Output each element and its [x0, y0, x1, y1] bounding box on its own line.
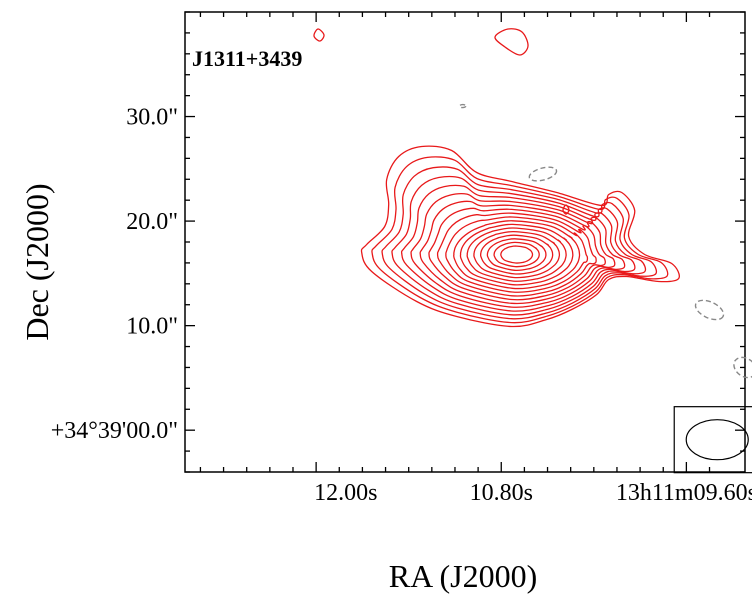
contour-level — [445, 216, 589, 293]
contour-level — [500, 245, 534, 264]
y-tick-label: 30.0" — [126, 105, 178, 131]
negative-contour — [694, 299, 725, 321]
contour-level — [459, 223, 574, 286]
contour-level — [391, 175, 647, 316]
source-label: J1311+3439 — [192, 46, 302, 71]
contour-blob — [494, 28, 529, 56]
x-tick-label: 10.80s — [470, 480, 533, 506]
contour-level — [400, 184, 636, 312]
beam-box — [673, 406, 752, 474]
contour-level — [360, 145, 680, 328]
negative-contour — [458, 103, 467, 109]
x-tick-label: 12.00s — [314, 480, 377, 506]
y-tick-label: +34°39'00.0" — [51, 418, 178, 444]
contour-blob — [562, 204, 570, 215]
negative-contour — [733, 356, 752, 379]
contour-level — [479, 234, 554, 275]
contour-level — [419, 200, 616, 305]
y-axis-title: Dec (J2000) — [19, 183, 55, 340]
y-tick-label: 10.0" — [126, 314, 178, 340]
contour-level — [453, 220, 581, 290]
x-tick-label: 13h11m09.60s — [616, 480, 752, 506]
negative-contour — [528, 166, 558, 182]
axis-ticks — [185, 11, 745, 473]
tick-labels: 12.00s 10.80s 13h11m09.60s 30.0" 20.0" 10.0" +… — [51, 105, 752, 506]
contour-blob — [313, 28, 325, 42]
contour-level — [428, 207, 606, 301]
contour-level — [381, 166, 658, 320]
beam-layer — [673, 406, 752, 474]
x-axis-title: RA (J2000) — [389, 558, 537, 594]
y-tick-label: 20.0" — [126, 209, 178, 235]
contour-layer — [313, 28, 752, 379]
contour-level — [473, 230, 561, 279]
contour-level — [493, 241, 540, 268]
beam-ellipse — [685, 419, 749, 461]
contour-level — [436, 212, 597, 297]
contour-level — [486, 238, 547, 272]
contour-level — [410, 193, 626, 308]
contour-level — [466, 227, 567, 282]
contour-level — [371, 156, 669, 324]
